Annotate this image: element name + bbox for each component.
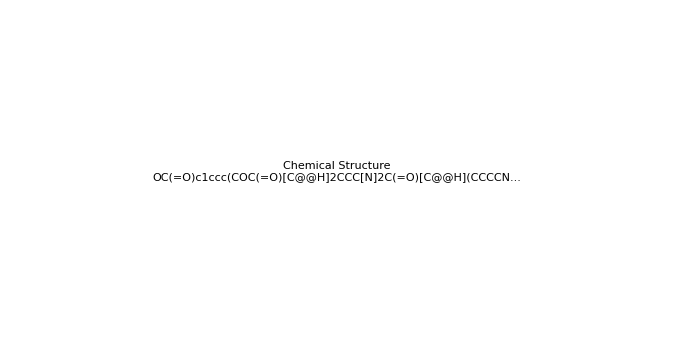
- Text: Chemical Structure
OC(=O)c1ccc(COC(=O)[C@@H]2CCC[N]2C(=O)[C@@H](CCCCN...: Chemical Structure OC(=O)c1ccc(COC(=O)[C…: [152, 161, 522, 182]
